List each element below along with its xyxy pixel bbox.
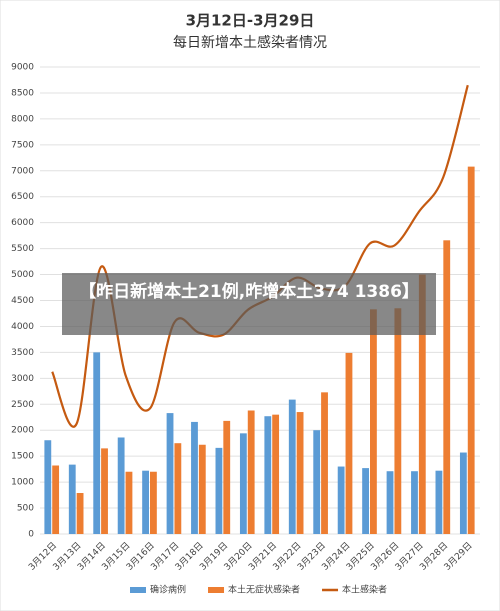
bar — [150, 471, 157, 534]
bar — [174, 443, 182, 534]
bar — [264, 416, 272, 534]
bar — [223, 420, 231, 534]
chart-title: 3月12日-3月29日 — [186, 12, 315, 30]
bar — [191, 421, 198, 534]
bar — [125, 471, 133, 534]
y-tick-label: 1500 — [11, 452, 34, 462]
y-tick-label: 500 — [17, 504, 34, 514]
bar — [68, 464, 76, 534]
bar — [411, 471, 418, 534]
bar — [394, 308, 402, 534]
bar — [370, 309, 377, 534]
y-tick-label: 9000 — [11, 63, 34, 73]
legend-swatch — [130, 587, 146, 593]
bar — [166, 413, 174, 534]
bar — [467, 166, 475, 535]
y-tick-label: 0 — [28, 530, 34, 540]
bar — [337, 466, 345, 534]
y-tick-label: 2000 — [11, 426, 34, 436]
bar — [52, 465, 60, 534]
y-tick-label: 1000 — [11, 478, 34, 488]
y-tick-label: 4500 — [11, 296, 34, 306]
legend-swatch — [208, 587, 225, 593]
bar — [418, 274, 426, 534]
bar — [198, 444, 206, 534]
annotation-banner: 【昨日新增本土21例,昨增本土374 1386】 — [62, 273, 436, 335]
y-tick-label: 5000 — [11, 270, 34, 280]
bar — [239, 433, 247, 534]
bar — [435, 470, 443, 534]
bar — [296, 412, 304, 534]
bar — [142, 470, 149, 534]
legend-label: 本土无症状感染者 — [228, 584, 300, 596]
bar — [386, 471, 394, 534]
bar — [44, 440, 52, 534]
bar — [272, 414, 280, 534]
bar — [362, 468, 369, 534]
bar — [101, 448, 108, 534]
y-tick-label: 5500 — [11, 244, 34, 254]
chart-subtitle: 每日新增本土感染者情况 — [173, 34, 327, 51]
bar — [93, 352, 101, 534]
legend-label: 确诊病例 — [150, 584, 186, 596]
y-tick-label: 8500 — [11, 88, 34, 98]
bar — [459, 452, 467, 534]
y-tick-label: 7000 — [11, 166, 34, 176]
y-tick-label: 8000 — [11, 114, 34, 124]
bar — [288, 399, 296, 534]
y-tick-label: 4000 — [11, 322, 34, 332]
bar — [313, 430, 321, 534]
y-tick-label: 7500 — [11, 140, 34, 150]
bar — [443, 240, 451, 534]
y-tick-label: 6500 — [11, 192, 34, 202]
bar — [321, 392, 328, 534]
bar — [215, 447, 223, 534]
y-tick-label: 3500 — [11, 348, 34, 358]
y-tick-label: 3000 — [11, 374, 34, 384]
bar — [117, 437, 125, 534]
y-tick-label: 2500 — [11, 400, 34, 410]
bar — [247, 410, 255, 534]
y-tick-label: 6000 — [11, 218, 34, 228]
bar — [345, 352, 353, 534]
bar — [76, 493, 84, 534]
legend-label: 本土感染者 — [342, 584, 387, 596]
